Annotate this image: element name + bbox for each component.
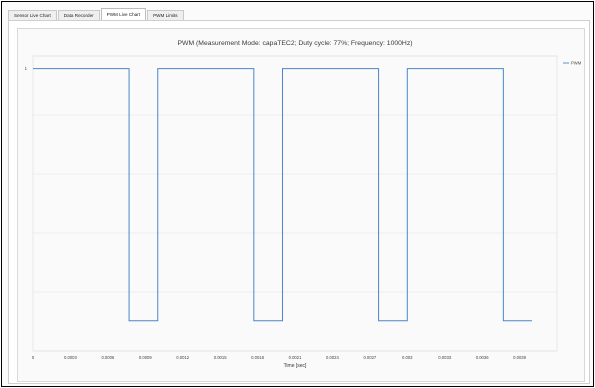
legend-label: PWM xyxy=(571,61,582,66)
x-axis-label: Time [sec] xyxy=(284,363,307,369)
y-axis-ticks: 1 xyxy=(25,66,28,71)
tab-pwm-live-chart[interactable]: PWM Live Chart xyxy=(100,8,147,20)
x-tick-label: 0.003 xyxy=(402,355,413,360)
tab-pwm-limits[interactable]: PWM Limits xyxy=(147,10,184,20)
tab-bar: Sensor Live Chart Data Recorder PWM Live… xyxy=(8,8,185,20)
x-tick-label: 0.0009 xyxy=(139,355,152,360)
tab-sensor-live-chart[interactable]: Sensor Live Chart xyxy=(8,10,57,20)
x-tick-label: 0.0015 xyxy=(214,355,227,360)
x-tick-label: 0.0012 xyxy=(176,355,189,360)
x-tick-label: 0.0018 xyxy=(251,355,264,360)
chart-grid xyxy=(32,55,558,352)
x-tick-label: 0.0027 xyxy=(363,355,376,360)
x-tick-label: 0 xyxy=(32,355,35,360)
pwm-chart-container: PWM (Measurement Mode: capaTEC2; Duty cy… xyxy=(17,28,585,382)
pwm-chart: PWM (Measurement Mode: capaTEC2; Duty cy… xyxy=(25,40,582,369)
x-tick-label: 0.0036 xyxy=(476,355,489,360)
x-tick-label: 0.0006 xyxy=(101,355,114,360)
tab-data-recorder[interactable]: Data Recorder xyxy=(57,10,100,20)
y-tick-label: 1 xyxy=(25,66,28,71)
x-tick-label: 0.0039 xyxy=(513,355,526,360)
plot-area-border xyxy=(32,55,558,352)
chart-series xyxy=(33,68,533,322)
x-tick-label: 0.0003 xyxy=(64,355,77,360)
chart-legend: PWM xyxy=(563,61,582,66)
x-tick-label: 0.0021 xyxy=(289,355,302,360)
x-tick-label: 0.0024 xyxy=(326,355,339,360)
tab-content-panel: PWM (Measurement Mode: capaTEC2; Duty cy… xyxy=(8,20,590,384)
chart-title: PWM (Measurement Mode: capaTEC2; Duty cy… xyxy=(178,40,413,47)
x-tick-label: 0.0033 xyxy=(438,355,451,360)
x-axis-ticks: 0 0.0003 0.0006 0.0009 0.0012 0.0015 0.0018 0.0… xyxy=(32,355,527,360)
series-line-pwm xyxy=(33,68,533,322)
